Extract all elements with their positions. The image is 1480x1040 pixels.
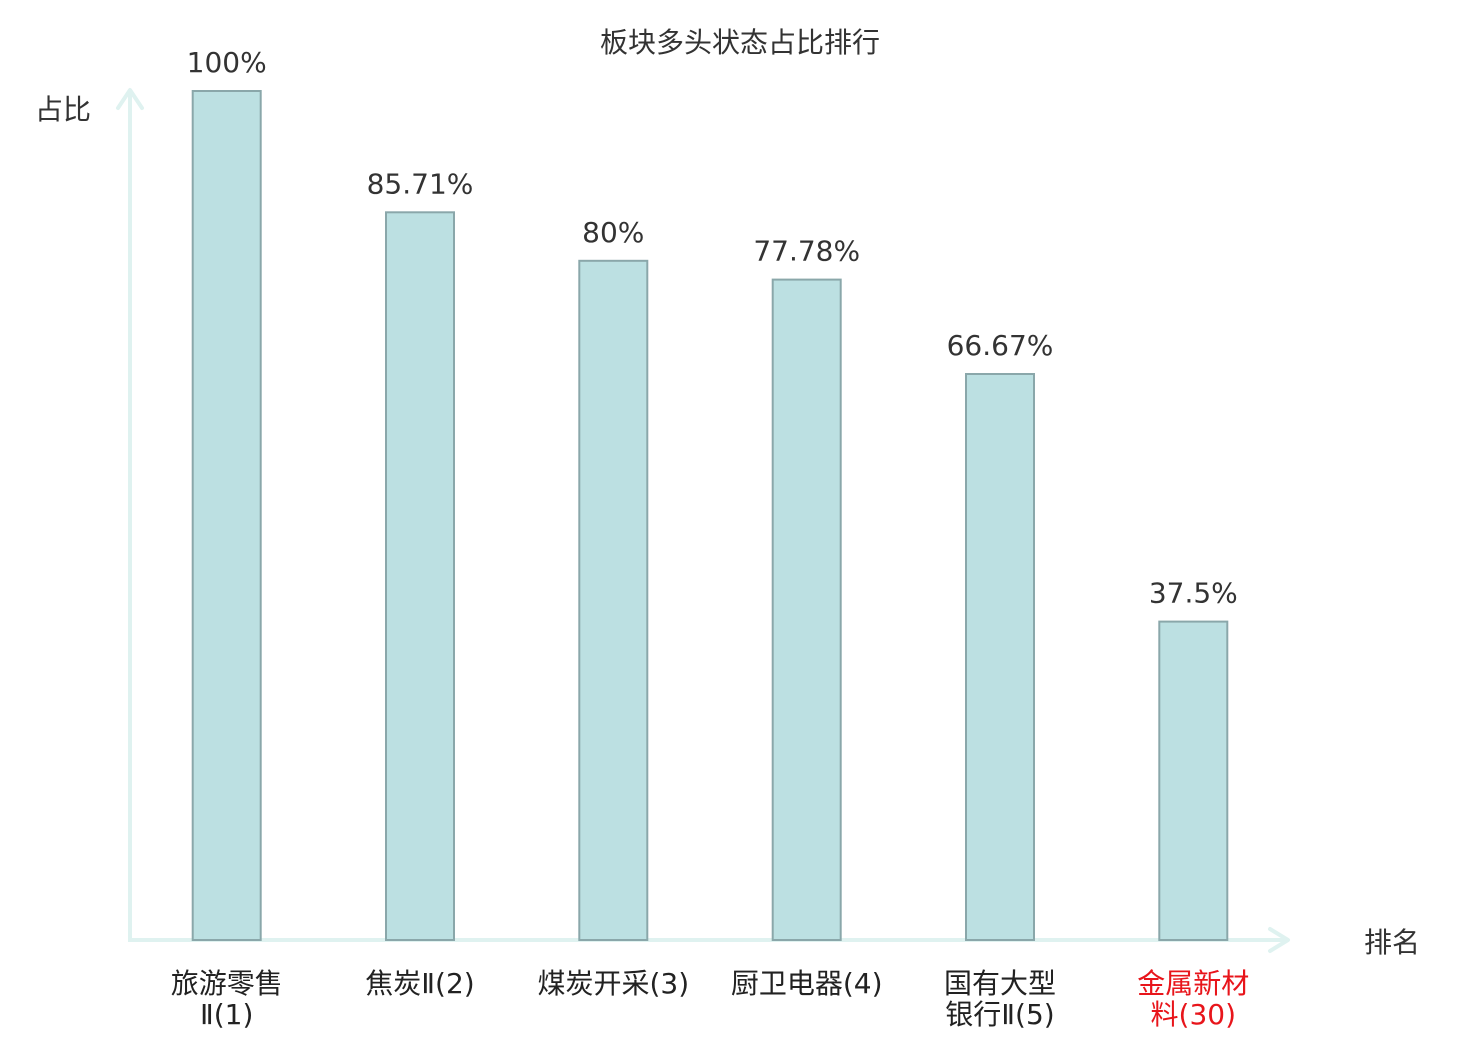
value-labels-group: 100% 85.71% 80% 77.78% 66.67% 37.5% (187, 46, 1238, 610)
category-label-6: 金属新材料(30) (1137, 967, 1249, 1031)
category-label-line: 银行Ⅱ(5) (945, 998, 1054, 1031)
category-label-line: 厨卫电器(4) (731, 967, 883, 1000)
y-axis-arrow-icon (116, 88, 144, 110)
category-label-line: 国有大型 (944, 967, 1056, 1000)
bar-5 (965, 373, 1035, 941)
bar-value-label-5: 66.67% (947, 329, 1054, 362)
x-axis: 排名 (128, 926, 1420, 959)
category-label-line: 焦炭Ⅱ(2) (365, 967, 474, 1000)
category-labels-group: 旅游零售 Ⅱ(1) 焦炭Ⅱ(2) 煤炭开采(3) 厨卫电器(4) 国有大型银行Ⅱ(5) 金属… (171, 967, 1250, 1031)
bar-value-label-1: 100% (187, 46, 267, 79)
category-label-line: 金属新材 (1137, 967, 1249, 1000)
category-label-5: 国有大型银行Ⅱ(5) (944, 967, 1056, 1031)
bar-1 (191, 90, 262, 941)
bar-3 (578, 259, 649, 941)
bar-value-label-4: 77.78% (753, 235, 860, 268)
bars-group (191, 90, 1229, 942)
category-label-line: 旅游零售 (171, 967, 283, 1000)
bar-value-label-2: 85.71% (367, 167, 474, 200)
bar-value-label-6: 37.5% (1149, 577, 1238, 610)
bar-2 (385, 211, 455, 942)
chart-title: 板块多头状态占比排行 (600, 26, 880, 59)
category-label-4: 厨卫电器(4) (731, 967, 883, 1000)
y-axis-label: 占比 (35, 93, 91, 126)
category-label-1: 旅游零售 Ⅱ(1) (171, 967, 283, 1031)
category-label-line: 料(30) (1151, 998, 1236, 1031)
category-label-line: 煤炭开采(3) (537, 967, 689, 1000)
x-axis-arrow-icon (1268, 927, 1290, 953)
category-label-2: 焦炭Ⅱ(2) (365, 967, 474, 1000)
y-axis: 占比 (35, 88, 144, 940)
category-label-line: Ⅱ(1) (200, 998, 253, 1031)
bar-4 (771, 278, 842, 942)
bar-value-label-3: 80% (582, 216, 644, 249)
category-label-3: 煤炭开采(3) (537, 967, 689, 1000)
bar-6 (1158, 620, 1229, 941)
x-axis-label: 排名 (1364, 926, 1420, 959)
